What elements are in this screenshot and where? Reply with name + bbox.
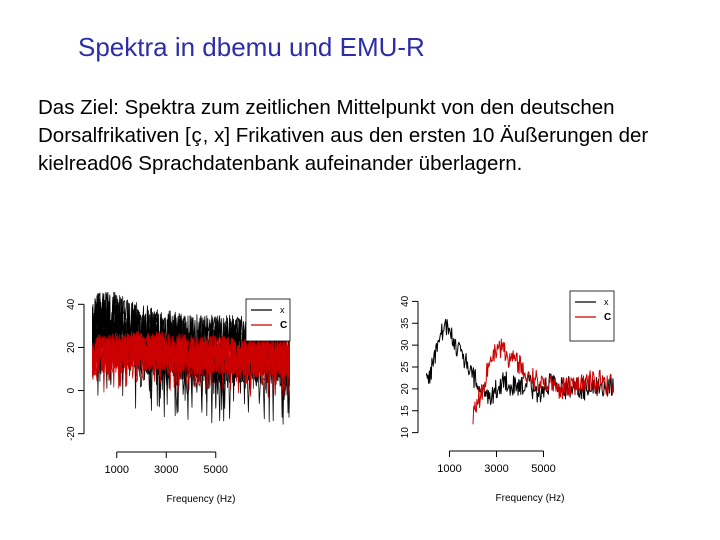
y-tick-label: 10 — [400, 427, 411, 439]
y-tick-label: 30 — [400, 339, 411, 351]
series-line-C — [472, 338, 614, 425]
paragraph-text-start: Das Ziel: Spektra zum zeitlichen Mittelp… — [38, 96, 615, 147]
spectrum-chart-right: 10 15 20 25 30 35 40 1000 3000 5000 Frequency (Hz)… — [400, 290, 615, 504]
intro-paragraph: Das Ziel: Spektra zum zeitlichen Mittelp… — [38, 94, 678, 178]
series-line-C — [92, 334, 290, 397]
y-tick-label: 25 — [400, 361, 411, 373]
x-tick-label: 5000 — [531, 463, 555, 475]
legend-box — [569, 290, 615, 342]
legend-box — [245, 298, 291, 342]
x-axis-label: Frequency (Hz) — [496, 493, 565, 504]
plot-area — [92, 292, 290, 425]
y-tick-label: 35 — [400, 317, 411, 329]
y-tick-label: -20 — [66, 426, 77, 441]
legend-label: x — [280, 305, 285, 315]
y-tick-label: 20 — [400, 383, 411, 395]
y-tick-label: 20 — [66, 341, 77, 353]
y-tick-label: 15 — [400, 405, 411, 417]
x-tick-label: 5000 — [204, 464, 228, 476]
x-tick-label: 3000 — [154, 464, 178, 476]
legend-label: C — [280, 320, 287, 331]
spectrum-chart-left: -20 0 20 40 1000 3000 5000 Frequency (Hz) xC — [66, 292, 291, 505]
x-tick-label: 1000 — [105, 464, 129, 476]
x-tick-label: 1000 — [437, 463, 461, 475]
phonetic-symbol: ç — [191, 124, 202, 147]
x-axis-label: Frequency (Hz) — [167, 494, 236, 505]
paragraph-text-end: , x] Frikativen aus den ersten 10 Äußeru… — [38, 124, 649, 175]
x-tick-label: 3000 — [484, 463, 508, 475]
plot-area — [426, 318, 614, 425]
y-tick-label: 40 — [400, 295, 411, 307]
slide-title: Spektra in dbemu und EMU-R — [78, 32, 425, 62]
legend-label: x — [604, 297, 609, 307]
legend-label: C — [604, 312, 611, 323]
y-tick-label: 0 — [66, 387, 77, 393]
y-tick-label: 40 — [66, 298, 77, 310]
